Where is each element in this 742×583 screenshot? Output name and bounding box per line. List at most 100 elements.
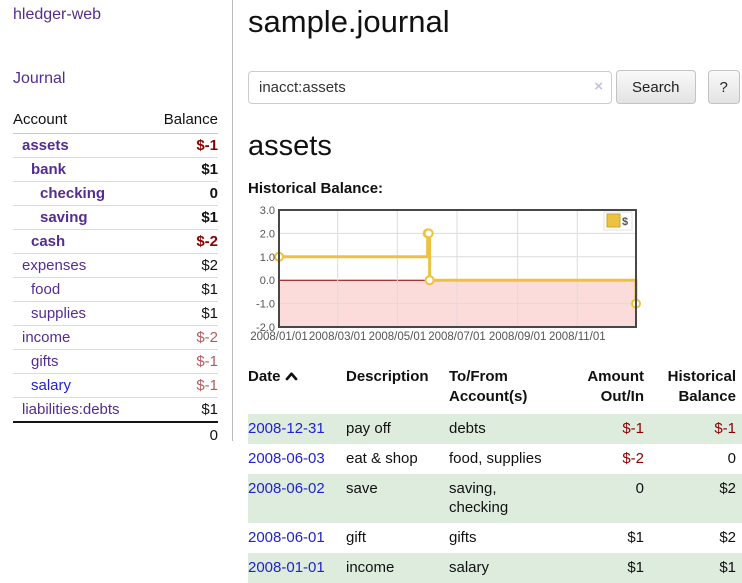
- transaction-balance: $2: [719, 529, 736, 546]
- transaction-accounts: gifts: [449, 529, 477, 546]
- accounts-balance-table: Account Balance assets $-1 bank $1 check…: [13, 109, 218, 447]
- account-column-header: Account: [13, 109, 163, 134]
- account-row: saving $1: [13, 205, 218, 230]
- account-link-cash[interactable]: cash: [31, 233, 66, 250]
- balance-column-header: Balance: [163, 109, 218, 134]
- sidebar: hledger-web Journal Account Balance asse…: [0, 0, 233, 444]
- transaction-date-link[interactable]: 2008-06-03: [248, 450, 325, 467]
- account-row: income $-2: [13, 325, 218, 350]
- account-balance: $1: [163, 301, 218, 326]
- transaction-date-link[interactable]: 2008-12-31: [248, 420, 325, 437]
- account-balance: $1: [163, 157, 218, 182]
- svg-text:2008/03/01: 2008/03/01: [309, 331, 367, 343]
- transaction-amount: $-2: [622, 450, 644, 467]
- account-row: cash $-2: [13, 229, 218, 254]
- account-heading: assets: [248, 130, 332, 162]
- account-row: salary $-1: [13, 373, 218, 398]
- svg-text:2008/05/01: 2008/05/01: [369, 331, 427, 343]
- account-balance: 0: [163, 181, 218, 206]
- account-row: gifts $-1: [13, 349, 218, 374]
- account-row: checking 0: [13, 181, 218, 206]
- svg-text:2008/09/01: 2008/09/01: [489, 331, 547, 343]
- chart-legend: $: [603, 211, 633, 231]
- transaction-accounts: food, supplies: [449, 450, 542, 467]
- svg-text:2.0: 2.0: [260, 228, 275, 240]
- svg-text:2008/07/01: 2008/07/01: [428, 331, 486, 343]
- page-title: sample.journal: [248, 4, 450, 39]
- account-row: liabilities:debts $1: [13, 397, 218, 423]
- description-column-header: Description: [346, 368, 429, 385]
- search-input[interactable]: [248, 70, 612, 104]
- transaction-row: 2008-06-01 gift gifts $1 $2: [248, 523, 742, 553]
- app-title-link[interactable]: hledger-web: [13, 6, 102, 23]
- account-row: supplies $1: [13, 301, 218, 326]
- svg-text:3.0: 3.0: [260, 205, 275, 217]
- account-row: expenses $2: [13, 253, 218, 278]
- account-link-food[interactable]: food: [31, 281, 61, 298]
- account-link-expenses[interactable]: expenses: [22, 257, 87, 274]
- account-link-checking[interactable]: checking: [40, 185, 106, 202]
- svg-text:0.0: 0.0: [260, 275, 275, 287]
- legend-label: $: [622, 216, 628, 228]
- account-balance: $-1: [163, 349, 218, 374]
- amount-column-header: Amount Out/In: [587, 368, 644, 405]
- svg-text:2008/01/01: 2008/01/01: [250, 331, 308, 343]
- account-balance: $1: [163, 205, 218, 230]
- transaction-description: income: [346, 559, 395, 576]
- transaction-description: eat & shop: [346, 450, 418, 467]
- help-button[interactable]: ?: [707, 70, 740, 104]
- account-link-bank[interactable]: bank: [31, 161, 67, 178]
- transaction-amount: $1: [627, 529, 644, 546]
- transaction-balance: $2: [719, 480, 736, 497]
- transaction-row: 2008-01-01 income salary $1 $1: [248, 553, 742, 583]
- account-balance: $-2: [163, 229, 218, 254]
- svg-text:2008/11/01: 2008/11/01: [549, 331, 606, 343]
- account-balance: $1: [163, 397, 218, 423]
- account-link-saving[interactable]: saving: [40, 209, 88, 226]
- transaction-accounts: debts: [449, 420, 486, 437]
- transaction-description: pay off: [346, 420, 391, 437]
- transaction-accounts: saving, checking: [449, 480, 509, 516]
- account-balance: $1: [163, 277, 218, 302]
- account-row: assets $-1: [13, 133, 218, 158]
- account-link-salary[interactable]: salary: [31, 377, 72, 394]
- transaction-row: 2008-06-02 save saving, checking 0 $2: [248, 474, 742, 523]
- account-link-supplies[interactable]: supplies: [31, 305, 87, 322]
- accounts-total-row: 0: [13, 422, 218, 447]
- account-link-liabilities-debts[interactable]: liabilities:debts: [22, 401, 120, 418]
- transaction-balance: $1: [719, 559, 736, 576]
- transactions-table: Date Description To/From Account(s) Amou…: [248, 367, 742, 583]
- account-link-assets[interactable]: assets: [22, 137, 69, 154]
- account-balance: $-1: [163, 133, 218, 158]
- transaction-amount: $-1: [622, 420, 644, 437]
- clear-search-icon[interactable]: ×: [594, 77, 603, 95]
- transaction-date-link[interactable]: 2008-06-02: [248, 480, 325, 497]
- transaction-amount: 0: [635, 480, 644, 497]
- search-button[interactable]: Search: [616, 70, 696, 104]
- accounts-header-row: Account Balance: [13, 109, 218, 134]
- transaction-row: 2008-06-03 eat & shop food, supplies $-2…: [248, 444, 742, 474]
- svg-text:-1.0: -1.0: [256, 299, 275, 311]
- sidebar-item-journal[interactable]: Journal: [13, 70, 66, 87]
- account-row: bank $1: [13, 157, 218, 182]
- account-link-income[interactable]: income: [22, 329, 71, 346]
- account-row: food $1: [13, 277, 218, 302]
- transaction-date-link[interactable]: 2008-06-01: [248, 529, 325, 546]
- accounts-total-value: 0: [209, 427, 218, 444]
- transaction-date-link[interactable]: 2008-01-01: [248, 559, 325, 576]
- transaction-balance: 0: [727, 450, 736, 467]
- chart-heading: Historical Balance:: [248, 180, 384, 197]
- main-content: sample.journal × Search ? assets Histori…: [248, 0, 742, 583]
- transaction-description: save: [346, 480, 378, 497]
- transaction-row: 2008-12-31 pay off debts $-1 $-1: [248, 414, 742, 444]
- account-link-gifts[interactable]: gifts: [31, 353, 59, 370]
- balance-column-header: Historical Balance: [667, 368, 736, 405]
- legend-swatch: [606, 213, 621, 228]
- sort-ascending-icon: [285, 367, 298, 387]
- transaction-amount: $1: [627, 559, 644, 576]
- account-column-header: To/From Account(s): [449, 368, 528, 405]
- date-column-header[interactable]: Date: [248, 367, 346, 414]
- account-balance: $-2: [163, 325, 218, 350]
- search-form: × Search ?: [248, 70, 742, 104]
